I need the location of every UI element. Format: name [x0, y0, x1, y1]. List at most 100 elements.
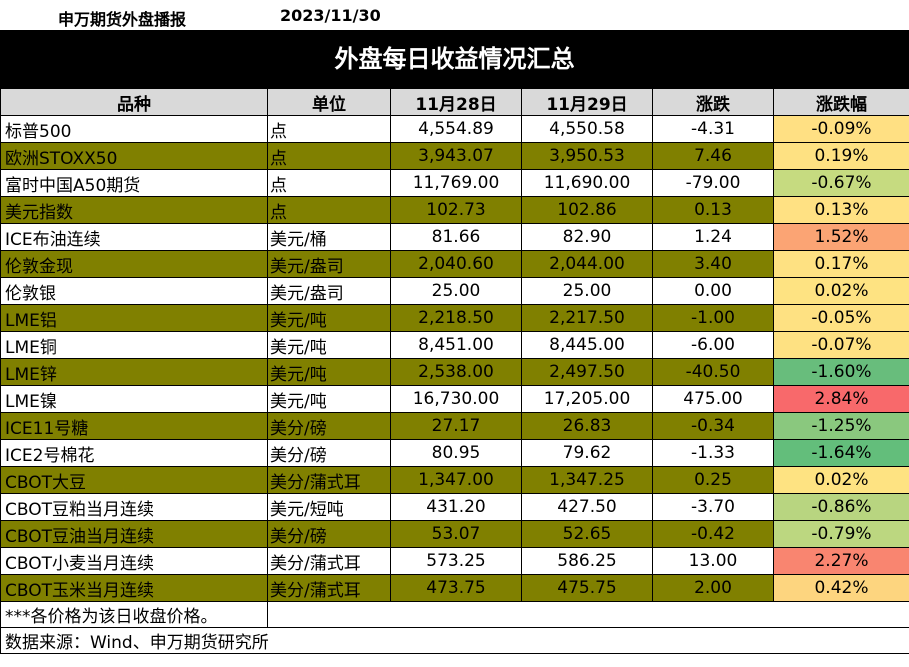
cell-date2-price: 25.00	[521, 277, 653, 305]
col-header-date2: 11月29日	[521, 88, 653, 116]
table-row: 富时中国A50期货点 11,769.00 11,690.00 -79.00 -0.67%	[0, 169, 909, 197]
cell-date2-price: 2,044.00	[521, 250, 653, 278]
cell-unit: 美分/蒲式耳	[267, 466, 391, 494]
cell-change: 475.00	[652, 385, 774, 413]
cell-unit: 点	[267, 115, 391, 143]
report-date: 2023/11/30	[280, 6, 381, 25]
cell-date2-price: 2,497.50	[521, 358, 653, 386]
cell-name: ICE2号棉花	[0, 439, 268, 467]
cell-date1-price: 4,554.89	[390, 115, 522, 143]
table-row: ICE11号糖 美分/磅 27.17 26.83 -0.34 -1.25%	[0, 412, 909, 440]
table-row: 欧洲STOXX50 点 3,943.07 3,950.53 7.46 0.19%	[0, 142, 909, 170]
source-row: 数据来源：Wind、申万期货研究所	[0, 627, 909, 654]
cell-change-pct: 0.02%	[773, 277, 909, 305]
cell-date1-price: 3,943.07	[390, 142, 522, 170]
cell-unit: 美元/盎司	[267, 250, 391, 278]
footnote-blank	[267, 601, 909, 628]
cell-name: LME铝	[0, 304, 268, 332]
cell-date2-price: 8,445.00	[521, 331, 653, 359]
cell-date1-price: 81.66	[390, 223, 522, 251]
report-title: 外盘每日收益情况汇总	[0, 30, 909, 88]
cell-name: LME镍	[0, 385, 268, 413]
cell-date1-price: 27.17	[390, 412, 522, 440]
cell-date1-price: 2,538.00	[390, 358, 522, 386]
table-row: LME锌 美元/吨 2,538.00 2,497.50 -40.50 -1.60%	[0, 358, 909, 386]
cell-name: CBOT大豆	[0, 466, 268, 494]
cell-change-pct: -0.67%	[773, 169, 909, 197]
col-header-change: 涨跌	[652, 88, 774, 116]
data-source: 数据来源：Wind、申万期货研究所	[0, 627, 909, 654]
cell-unit: 美元/吨	[267, 358, 391, 386]
cell-change-pct: 2.27%	[773, 547, 909, 575]
cell-date2-price: 26.83	[521, 412, 653, 440]
cell-change: -79.00	[652, 169, 774, 197]
cell-unit: 美元/吨	[267, 331, 391, 359]
cell-date2-price: 586.25	[521, 547, 653, 575]
cell-change: 3.40	[652, 250, 774, 278]
cell-change-pct: 0.42%	[773, 574, 909, 602]
cell-name: ICE11号糖	[0, 412, 268, 440]
cell-name: 美元指数	[0, 196, 268, 224]
table-row: ICE2号棉花 美分/磅 80.95 79.62 -1.33 -1.64%	[0, 439, 909, 467]
table-row: CBOT豆油当月连续 美分/磅 53.07 52.65 -0.42 -0.79%	[0, 520, 909, 548]
top-bar: 申万期货外盘播报 2023/11/30	[0, 0, 909, 30]
cell-change: 0.25	[652, 466, 774, 494]
cell-change: -6.00	[652, 331, 774, 359]
cell-date1-price: 8,451.00	[390, 331, 522, 359]
cell-name: LME锌	[0, 358, 268, 386]
cell-unit: 美元/吨	[267, 385, 391, 413]
cell-unit: 美元/吨	[267, 304, 391, 332]
cell-name: CBOT小麦当月连续	[0, 547, 268, 575]
cell-date1-price: 2,040.60	[390, 250, 522, 278]
cell-date1-price: 573.25	[390, 547, 522, 575]
table-row: 伦敦金现 美元/盎司 2,040.60 2,044.00 3.40 0.17%	[0, 250, 909, 278]
cell-date1-price: 431.20	[390, 493, 522, 521]
cell-change: -1.33	[652, 439, 774, 467]
summary-table: 品种 单位 11月28日 11月29日 涨跌 涨跌幅 标普500 点 4,554.8…	[0, 88, 909, 654]
cell-date2-price: 4,550.58	[521, 115, 653, 143]
table-row: CBOT小麦当月连续 美分/蒲式耳 573.25 586.25 13.00 2.27%	[0, 547, 909, 575]
cell-unit: 美元/桶	[267, 223, 391, 251]
cell-change: 1.24	[652, 223, 774, 251]
cell-change: -3.70	[652, 493, 774, 521]
cell-change-pct: 0.17%	[773, 250, 909, 278]
cell-date2-price: 79.62	[521, 439, 653, 467]
cell-date2-price: 52.65	[521, 520, 653, 548]
cell-date2-price: 475.75	[521, 574, 653, 602]
cell-date2-price: 17,205.00	[521, 385, 653, 413]
cell-date2-price: 82.90	[521, 223, 653, 251]
cell-change: -4.31	[652, 115, 774, 143]
cell-date1-price: 2,218.50	[390, 304, 522, 332]
table-row: CBOT玉米当月连续 美分/蒲式耳 473.75 475.75 2.00 0.42%	[0, 574, 909, 602]
cell-name: CBOT玉米当月连续	[0, 574, 268, 602]
cell-unit: 美分/蒲式耳	[267, 547, 391, 575]
col-header-change-pct: 涨跌幅	[773, 88, 909, 116]
cell-date2-price: 11,690.00	[521, 169, 653, 197]
footnote: ***各价格为该日收盘价格。	[0, 601, 268, 628]
cell-date1-price: 1,347.00	[390, 466, 522, 494]
cell-change-pct: 2.84%	[773, 385, 909, 413]
col-header-date1: 11月28日	[390, 88, 522, 116]
cell-unit: 美分/蒲式耳	[267, 574, 391, 602]
table-row: CBOT豆粕当月连续 美元/短吨 431.20 427.50 -3.70 -0.86%	[0, 493, 909, 521]
brand-label: 申万期货外盘播报	[58, 10, 187, 29]
cell-change-pct: 0.02%	[773, 466, 909, 494]
cell-name: 标普500	[0, 115, 268, 143]
table-row: ICE布油连续 美元/桶 81.66 82.90 1.24 1.52%	[0, 223, 909, 251]
cell-name: 欧洲STOXX50	[0, 142, 268, 170]
cell-unit: 美分/磅	[267, 439, 391, 467]
cell-change-pct: -1.64%	[773, 439, 909, 467]
cell-unit: 美分/磅	[267, 412, 391, 440]
cell-unit: 点	[267, 169, 391, 197]
cell-date2-price: 427.50	[521, 493, 653, 521]
cell-change-pct: -0.86%	[773, 493, 909, 521]
cell-date1-price: 16,730.00	[390, 385, 522, 413]
cell-unit: 点	[267, 142, 391, 170]
cell-name: 伦敦金现	[0, 250, 268, 278]
cell-change-pct: 1.52%	[773, 223, 909, 251]
cell-change: -0.42	[652, 520, 774, 548]
table-header-row: 品种 单位 11月28日 11月29日 涨跌 涨跌幅	[0, 88, 909, 116]
table-row: LME铝 美元/吨 2,218.50 2,217.50 -1.00 -0.05%	[0, 304, 909, 332]
cell-unit: 美分/磅	[267, 520, 391, 548]
cell-change-pct: -0.79%	[773, 520, 909, 548]
